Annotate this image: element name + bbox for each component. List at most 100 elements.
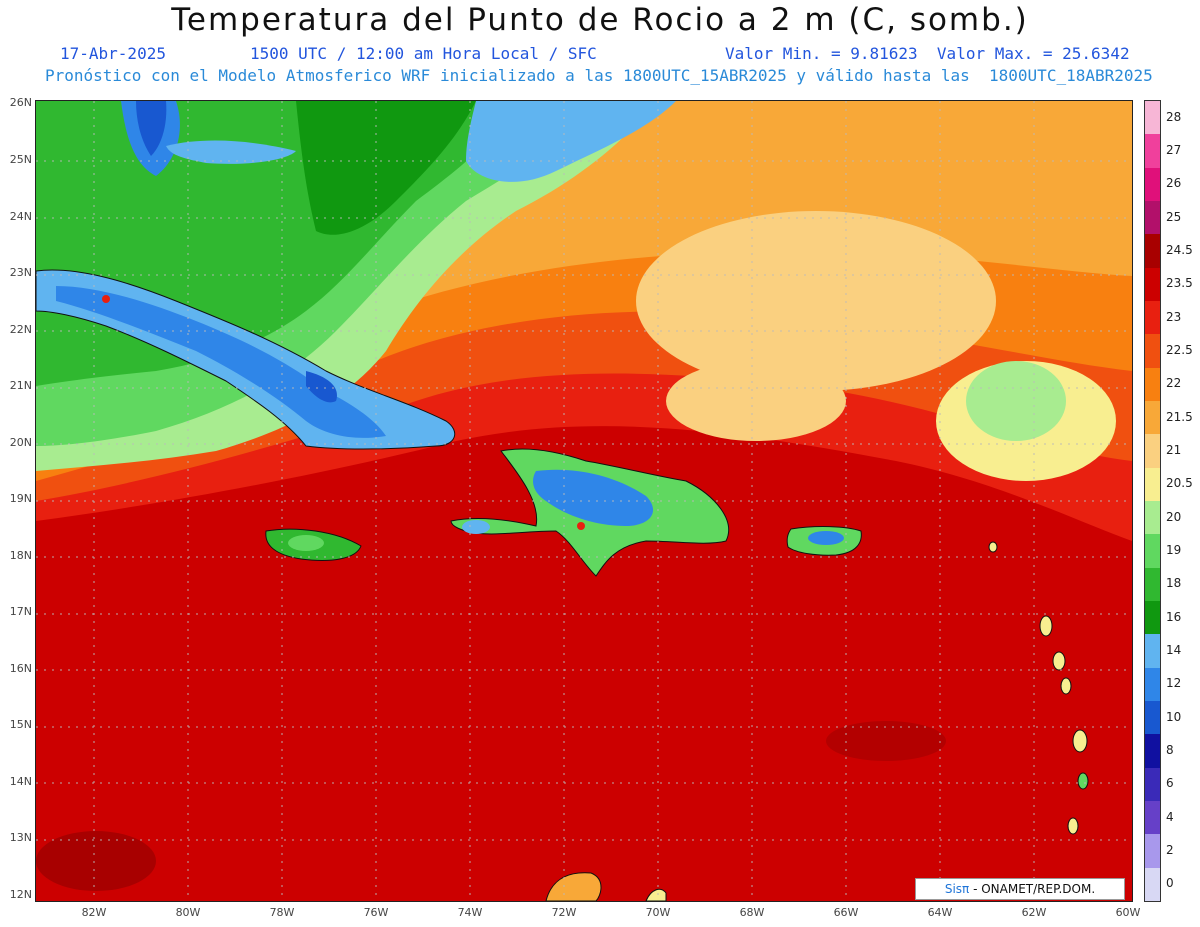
model-info: Pronóstico con el Modelo Atmosferico WRF…	[45, 66, 1153, 85]
legend-level-label: 20.5	[1166, 476, 1193, 491]
antilles-island-4	[1072, 729, 1088, 753]
dewpoint-map	[35, 100, 1133, 902]
lon-label-64w: 64W	[927, 906, 953, 919]
legend-swatch	[1145, 167, 1160, 201]
lat-label-20n: 20N	[9, 436, 32, 449]
lat-label-12n: 12N	[9, 888, 32, 901]
antilles-island-5	[1077, 772, 1089, 790]
legend-swatch	[1145, 367, 1160, 401]
legend-swatch	[1145, 867, 1160, 901]
legend-level-label: 8	[1166, 743, 1174, 757]
legend-level-label: 20	[1166, 509, 1182, 524]
lat-label-14n: 14N	[9, 775, 32, 788]
legend-level-label: 22	[1166, 376, 1182, 391]
lon-label-70w: 70W	[645, 906, 671, 919]
legend-level-label: 23	[1166, 309, 1182, 324]
legend-level-label: 6	[1166, 776, 1174, 791]
legend-swatch	[1145, 300, 1160, 335]
hispaniola-hotspot	[577, 522, 585, 530]
lat-label-19n: 19N	[9, 492, 32, 505]
dark-green-channel	[296, 101, 476, 235]
legend-level-label: 21.5	[1166, 409, 1193, 424]
legend-swatch	[1145, 634, 1160, 668]
legend-swatch	[1145, 134, 1160, 168]
lon-label-68w: 68W	[739, 906, 765, 919]
legend-swatch	[1145, 101, 1160, 135]
antilles-island-3	[1060, 677, 1072, 695]
lat-label-17n: 17N	[9, 605, 32, 618]
lon-label-74w: 74W	[457, 906, 483, 919]
legend-level-label: 27	[1166, 143, 1182, 157]
legend-level-label: 25	[1166, 209, 1182, 224]
legend-level-label: 23.5	[1166, 276, 1193, 291]
bahamas-strip	[166, 140, 296, 164]
lat-label-18n: 18N	[9, 549, 32, 562]
green-patch-east	[966, 361, 1066, 441]
lat-label-24n: 24N	[9, 210, 32, 223]
map-title: Temperatura del Punto de Rocio a 2 m (C,…	[171, 2, 1029, 38]
blue-atlantic-streak	[466, 101, 676, 182]
legend-level-label: 0	[1166, 876, 1174, 891]
legend-swatch	[1145, 700, 1160, 735]
jamaica-interior	[288, 535, 324, 551]
legend-level-label: 18	[1166, 576, 1182, 591]
lon-label-76w: 76W	[363, 906, 389, 919]
legend-swatch	[1145, 567, 1160, 601]
antilles-island-6	[1067, 817, 1079, 835]
legend-swatch	[1145, 434, 1160, 468]
legend-level-label: 19	[1166, 543, 1182, 557]
antilles-island-2	[1052, 651, 1066, 671]
lat-label-16n: 16N	[9, 662, 32, 675]
haiti-south-blue	[462, 520, 490, 534]
south-america-coast-2	[645, 888, 667, 901]
legend-level-label: 22.5	[1166, 343, 1193, 357]
legend-level-label: 10	[1166, 709, 1182, 724]
antilles-island-1	[1039, 615, 1053, 637]
lat-label-15n: 15N	[9, 718, 32, 731]
forecast-date: 17-Abr-2025	[60, 44, 166, 63]
south-america-coast	[545, 872, 602, 901]
legend-level-label: 24.5	[1166, 243, 1193, 257]
credit-box: Sisπ - ONAMET/REP.DOM.	[915, 878, 1125, 900]
antilles-island-7	[988, 541, 998, 553]
legend-swatch	[1145, 767, 1160, 801]
legend-swatch	[1145, 467, 1160, 501]
florida-core	[136, 101, 167, 156]
min-max-values: Valor Min. = 9.81623 Valor Max. = 25.634…	[725, 44, 1130, 63]
lat-label-26n: 26N	[9, 96, 32, 109]
legend-swatch	[1145, 234, 1160, 268]
lon-label-72w: 72W	[551, 906, 577, 919]
legend-swatch	[1145, 734, 1160, 768]
lon-label-62w: 62W	[1021, 906, 1047, 919]
lon-label-60w: 60W	[1115, 906, 1141, 919]
legend-level-label: 14	[1166, 643, 1182, 657]
forecast-time: 1500 UTC / 12:00 am Hora Local / SFC	[250, 44, 597, 63]
credit-text: - ONAMET/REP.DOM.	[969, 882, 1096, 896]
legend-swatch	[1145, 267, 1160, 301]
lat-label-25n: 25N	[9, 153, 32, 166]
legend-swatch	[1145, 334, 1160, 368]
dark-red-patch-sw	[36, 831, 156, 891]
lat-label-13n: 13N	[9, 831, 32, 844]
legend-swatch	[1145, 800, 1160, 835]
yellow-region-ne	[636, 211, 996, 391]
lon-label-66w: 66W	[833, 906, 859, 919]
lat-label-21n: 21N	[9, 379, 32, 392]
cuba-hotspot	[102, 295, 110, 303]
dark-red-patch-se	[826, 721, 946, 761]
legend-swatch	[1145, 400, 1160, 435]
legend-level-label: 21	[1166, 443, 1182, 457]
lon-label-80w: 80W	[175, 906, 201, 919]
cuba-interior	[56, 286, 386, 438]
legend-level-label: 2	[1166, 843, 1174, 857]
hispaniola-blue-core	[533, 469, 654, 526]
graticule	[36, 101, 1132, 901]
legend-swatch	[1145, 667, 1160, 701]
color-scale-legend	[1144, 100, 1161, 902]
puerto-rico-core	[808, 531, 844, 545]
lon-label-82w: 82W	[81, 906, 107, 919]
legend-level-label: 16	[1166, 609, 1182, 624]
legend-swatch	[1145, 500, 1160, 535]
lat-label-23n: 23N	[9, 266, 32, 279]
legend-swatch	[1145, 600, 1160, 635]
